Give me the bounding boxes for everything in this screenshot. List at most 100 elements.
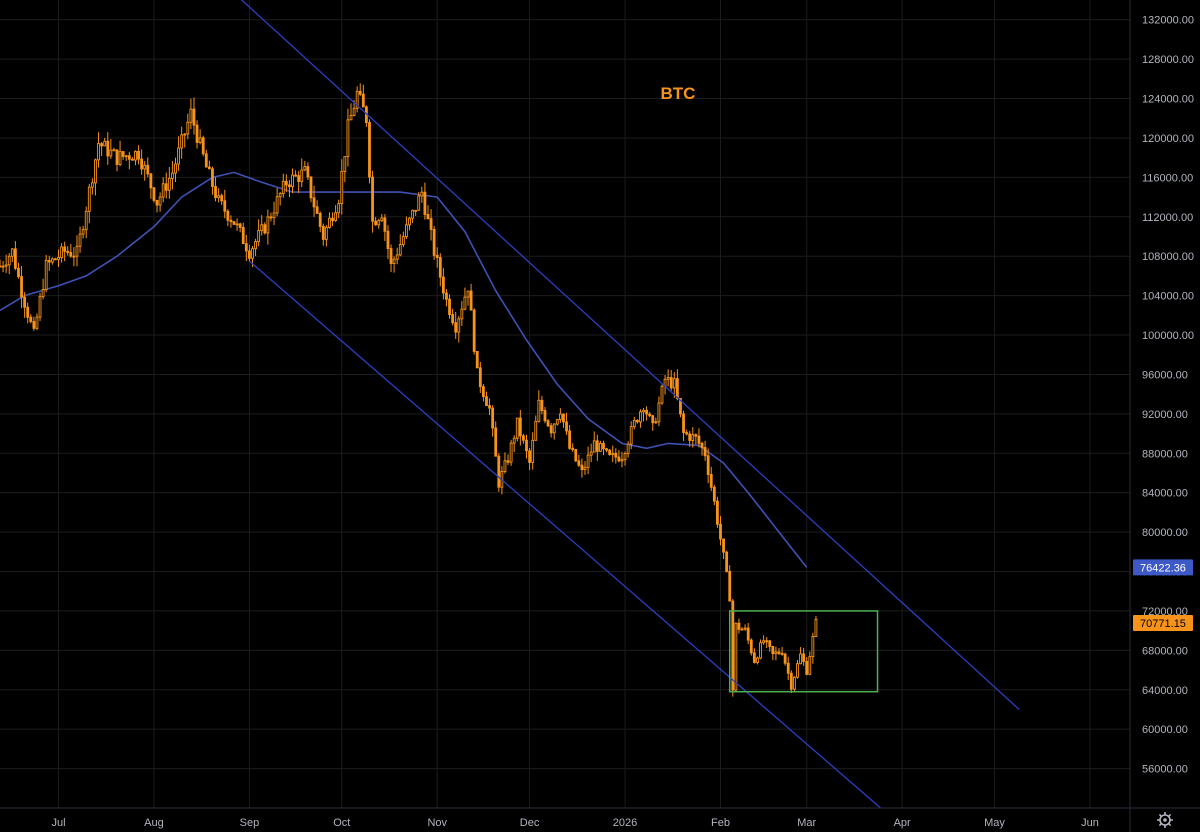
- candle: [10, 248, 14, 263]
- candle-body: [106, 140, 110, 157]
- candle-body: [75, 245, 79, 257]
- candle: [691, 427, 695, 448]
- candle-body: [691, 434, 695, 441]
- candle: [552, 423, 556, 440]
- candle-body: [300, 169, 304, 182]
- candle-body: [792, 676, 796, 690]
- candle-body: [660, 385, 664, 404]
- candle-body: [251, 248, 254, 259]
- candle: [81, 225, 85, 239]
- x-axis[interactable]: Jul Aug Sep Oct Nov Dec 2026 Feb Mar Apr May Jun: [0, 807, 1200, 829]
- candle-body: [281, 180, 285, 195]
- candle-body: [358, 90, 362, 95]
- candle-body: [294, 174, 297, 177]
- candle: [241, 222, 245, 245]
- candle-body: [725, 551, 729, 572]
- x-tick-label: 2026: [613, 817, 637, 829]
- candle-body: [617, 456, 621, 462]
- settings-button[interactable]: [1157, 812, 1173, 828]
- candle-body: [432, 228, 436, 256]
- candle-body: [543, 410, 547, 422]
- candle-body: [478, 367, 482, 388]
- candle-body: [488, 405, 491, 409]
- candle-body: [645, 409, 648, 415]
- candle: [786, 656, 790, 681]
- y-axis[interactable]: 56000.00 60000.00 64000.00 68000.00 72000.00…: [1129, 0, 1194, 832]
- candle: [466, 290, 470, 306]
- candle: [13, 241, 17, 271]
- candle-body: [759, 642, 762, 659]
- candle: [318, 211, 322, 233]
- candle: [100, 141, 104, 157]
- candle-body: [392, 258, 396, 264]
- candle: [281, 173, 285, 198]
- candle: [321, 223, 325, 246]
- candle: [211, 166, 214, 195]
- candle: [368, 119, 371, 184]
- candle-body: [814, 618, 818, 637]
- candle-body: [10, 248, 14, 257]
- candle: [639, 409, 642, 428]
- candle-body: [177, 147, 180, 165]
- candle: [4, 254, 8, 274]
- candle: [506, 454, 510, 465]
- candle: [512, 435, 516, 453]
- candle-body: [494, 427, 498, 457]
- candle-body: [706, 455, 710, 475]
- candle-body: [306, 166, 310, 178]
- candle-body: [127, 155, 131, 160]
- candle: [540, 395, 544, 415]
- candle-body: [626, 443, 630, 454]
- candle-body: [17, 267, 20, 278]
- candle-body: [672, 378, 676, 389]
- candle: [112, 147, 116, 152]
- candle: [546, 419, 550, 428]
- candle-body: [401, 236, 405, 245]
- candle: [198, 129, 202, 145]
- candle: [595, 434, 599, 461]
- candle: [429, 209, 433, 241]
- candle-body: [272, 212, 276, 218]
- candle: [522, 433, 525, 444]
- candle: [331, 212, 334, 227]
- candle: [340, 159, 344, 215]
- candle-body: [537, 399, 541, 422]
- candle: [577, 454, 581, 468]
- candle: [244, 235, 248, 262]
- candle-body: [377, 220, 381, 226]
- candle: [568, 424, 572, 450]
- y-tick-label: 56000.00: [1142, 764, 1188, 776]
- candle: [731, 599, 735, 697]
- candle: [371, 170, 374, 233]
- candle: [672, 372, 676, 398]
- candle-body: [90, 182, 94, 188]
- candle: [380, 213, 384, 222]
- candle-body: [100, 143, 104, 147]
- candle: [448, 294, 451, 319]
- candle: [291, 168, 294, 194]
- candle-body: [312, 197, 316, 208]
- ma-value-badge-text: 76422.36: [1140, 562, 1186, 574]
- candle: [789, 670, 793, 693]
- candle: [454, 312, 458, 339]
- candle-body: [709, 474, 713, 488]
- candle-body: [115, 149, 119, 165]
- candle: [749, 638, 753, 656]
- candle: [174, 157, 177, 183]
- candle: [549, 423, 553, 438]
- candle-body: [756, 657, 759, 663]
- candle-body: [762, 640, 766, 644]
- candle: [0, 259, 2, 268]
- candle: [306, 162, 310, 181]
- candle: [17, 262, 20, 279]
- candle: [130, 157, 134, 161]
- candle-body: [352, 107, 356, 116]
- candle: [118, 140, 122, 167]
- candle: [254, 238, 257, 257]
- plot-area[interactable]: [0, 83, 818, 697]
- candle-body: [87, 186, 91, 212]
- candle: [392, 256, 396, 273]
- candle: [771, 645, 775, 661]
- y-tick-label: 84000.00: [1142, 488, 1188, 500]
